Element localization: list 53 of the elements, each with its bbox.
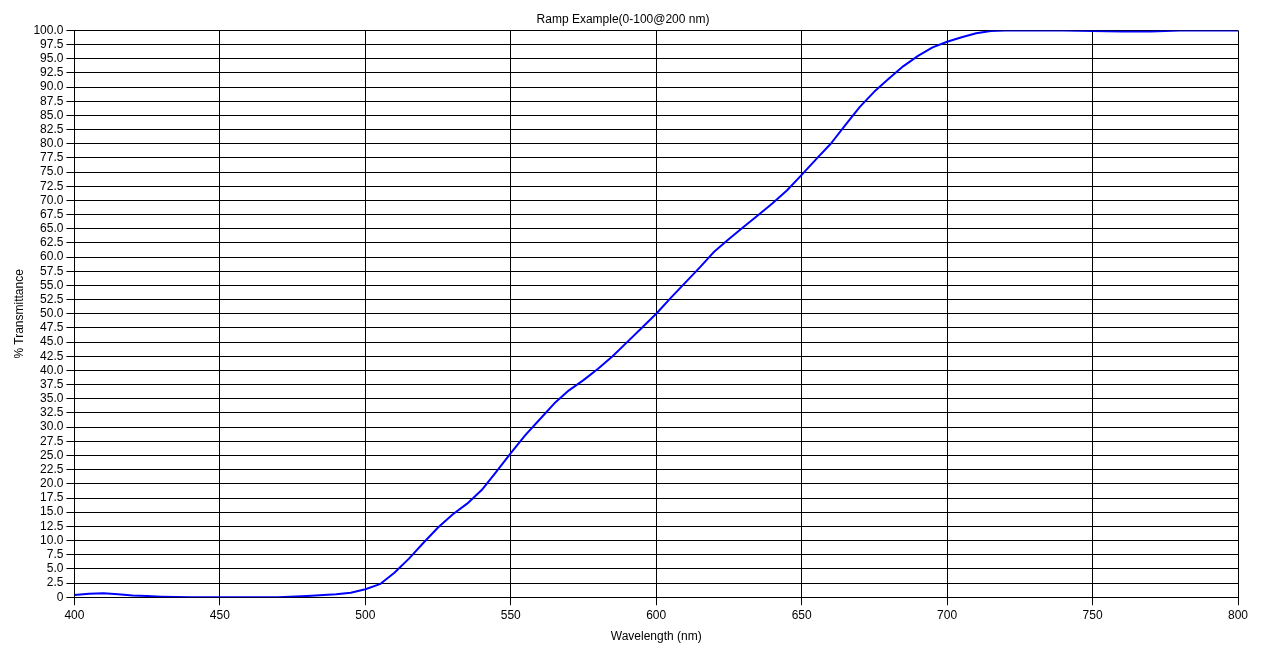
chart-title: Ramp Example(0-100@200 nm) xyxy=(536,11,710,26)
y-tick-label: 15.0 xyxy=(40,504,64,519)
y-tick-label: 40.0 xyxy=(40,362,64,377)
y-tick-label: 62.5 xyxy=(40,235,64,250)
y-tick-label: 65.0 xyxy=(40,221,64,236)
y-tick-label: 90.0 xyxy=(40,79,64,94)
y-tick-label: 42.5 xyxy=(40,348,64,363)
y-tick-label: 30.0 xyxy=(40,419,64,434)
y-tick-label: 80.0 xyxy=(40,136,64,151)
y-tick-label: 10.0 xyxy=(40,532,64,547)
y-tick-label: 97.5 xyxy=(40,36,64,51)
y-tick-label: 55.0 xyxy=(40,277,64,292)
y-tick-label: 67.5 xyxy=(40,206,64,221)
y-tick-label: 57.5 xyxy=(40,263,64,278)
x-tick-label: 800 xyxy=(1227,607,1249,622)
x-tick-label: 600 xyxy=(646,607,667,622)
x-tick-label: 400 xyxy=(64,607,85,622)
y-tick-label: 95.0 xyxy=(40,51,64,66)
y-tick-label: 72.5 xyxy=(40,178,64,193)
x-tick-label: 550 xyxy=(500,607,522,622)
y-tick-label: 87.5 xyxy=(40,93,64,108)
y-tick-label: 20.0 xyxy=(40,476,64,491)
y-tick-label: 82.5 xyxy=(40,121,64,136)
y-tick-label: 7.5 xyxy=(46,547,64,561)
y-tick-label: 77.5 xyxy=(40,150,64,165)
x-tick-label: 650 xyxy=(791,607,812,622)
y-tick-label: 25.0 xyxy=(40,447,64,462)
y-tick-label: 37.5 xyxy=(40,376,64,391)
x-tick-label: 750 xyxy=(1082,607,1103,622)
y-tick-label: 70.0 xyxy=(40,192,64,207)
y-tick-label: 32.5 xyxy=(40,405,64,420)
y-tick-label: 2.5 xyxy=(46,575,64,590)
y-axis-title: % Transmittance xyxy=(11,268,26,359)
y-tick-label: 47.5 xyxy=(40,320,64,335)
y-tick-label: 12.5 xyxy=(40,518,64,533)
y-tick-label: 50.0 xyxy=(40,306,64,321)
y-tick-label: 60.0 xyxy=(40,249,64,264)
x-tick-label: 500 xyxy=(355,607,376,622)
x-axis-title: Wavelength (nm) xyxy=(610,629,702,644)
y-tick-label: 22.5 xyxy=(40,461,64,476)
x-tick-label: 700 xyxy=(937,607,958,622)
y-tick-label: 35.0 xyxy=(40,391,64,406)
y-tick-label: 100.0 xyxy=(33,22,64,37)
y-tick-label: 5.0 xyxy=(46,561,64,576)
y-tick-label: 0 xyxy=(56,589,64,604)
y-tick-label: 85.0 xyxy=(40,107,64,122)
y-tick-label: 45.0 xyxy=(40,334,64,349)
y-tick-label: 27.5 xyxy=(40,433,64,448)
y-tick-label: 52.5 xyxy=(40,291,64,306)
y-tick-label: 17.5 xyxy=(40,490,64,505)
y-tick-label: 75.0 xyxy=(40,164,64,179)
x-tick-label: 450 xyxy=(209,607,231,622)
y-tick-label: 92.5 xyxy=(40,65,64,80)
